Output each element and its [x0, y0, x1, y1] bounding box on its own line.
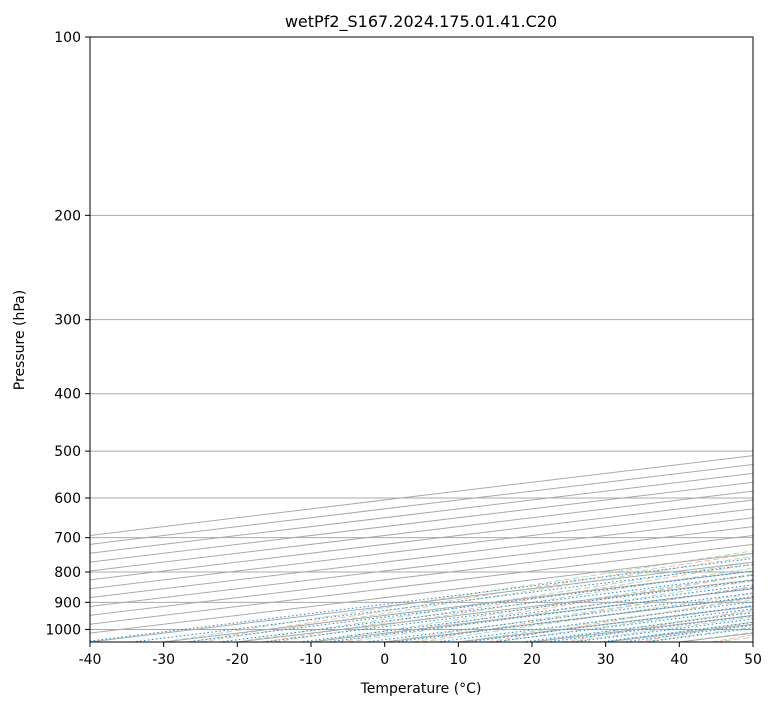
mixing-ratio-line [131, 563, 753, 642]
x-tick-label: -10 [300, 652, 323, 668]
y-tick-label: 700 [54, 531, 81, 547]
x-axis: -40 -30 -20 -10 0 10 20 30 40 50 [79, 642, 762, 668]
y-tick-label: 500 [54, 444, 81, 460]
moist-adiabat-line [200, 555, 753, 642]
isotherm-line [90, 534, 753, 616]
x-tick-label: -20 [226, 652, 249, 668]
y-tick-label: 100 [54, 30, 81, 46]
plot-area [90, 37, 753, 642]
mixing-ratio-line [492, 608, 753, 642]
x-tick-label: 10 [449, 652, 467, 668]
mixing-ratio-line [394, 596, 753, 642]
mixing-ratio-line [90, 557, 753, 642]
y-axis-label: Pressure (hPa) [12, 290, 28, 390]
y-tick-label: 900 [54, 595, 81, 611]
x-tick-label: -40 [79, 652, 102, 668]
y-tick-label: 200 [54, 208, 81, 224]
isotherm-line [90, 517, 753, 599]
x-tick-label: 20 [523, 652, 541, 668]
isotherm-line [90, 481, 753, 563]
mixing-ratio-line [185, 570, 753, 642]
y-tick-label: 400 [54, 387, 81, 403]
isotherm-line [90, 499, 753, 581]
x-tick-label: 50 [744, 652, 762, 668]
isotherm-line [90, 526, 753, 608]
x-axis-label: Temperature (°C) [360, 681, 482, 697]
dewpoint-line [755, 37, 775, 575]
isotherm-line [90, 490, 753, 572]
x-tick-label: 40 [670, 652, 688, 668]
y-tick-label: 1000 [45, 622, 81, 638]
y-axis: 100 200 300 400 500 600 700 800 900 1000 [45, 30, 90, 638]
mixing-ratio-line [436, 601, 753, 642]
x-tick-label: -30 [152, 652, 175, 668]
x-tick-label: 30 [597, 652, 615, 668]
mixing-ratio-line [467, 605, 753, 642]
y-tick-label: 800 [54, 565, 81, 581]
y-tick-label: 300 [54, 313, 81, 329]
chart-title: wetPf2_S167.2024.175.01.41.C20 [285, 12, 557, 32]
x-tick-label: 0 [380, 652, 389, 668]
moist-adiabat-line [310, 573, 753, 642]
moist-adiabat-line [384, 586, 753, 642]
moist-adiabat-line [347, 580, 753, 642]
isotherm-line [90, 463, 753, 545]
y-tick-label: 600 [54, 491, 81, 507]
moist-adiabat-line [421, 593, 753, 642]
isotherm-line [90, 472, 753, 554]
profile-series [755, 37, 775, 575]
isotherm-line [752, 641, 753, 642]
isotherm-line [90, 508, 753, 590]
plot-frame [89, 36, 754, 643]
